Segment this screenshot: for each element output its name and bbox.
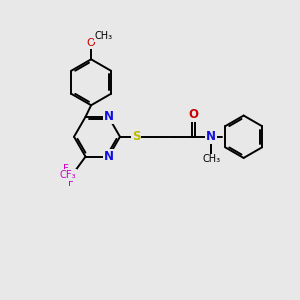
Text: F: F: [63, 164, 69, 174]
Text: O: O: [189, 109, 199, 122]
Text: F: F: [58, 173, 64, 183]
Text: S: S: [132, 130, 140, 143]
Text: O: O: [87, 38, 95, 48]
Text: N: N: [103, 150, 113, 163]
Text: CH₃: CH₃: [94, 31, 112, 41]
Text: N: N: [206, 130, 216, 143]
Text: CH₃: CH₃: [202, 154, 220, 164]
Text: CF₃: CF₃: [59, 170, 76, 180]
Text: F: F: [68, 178, 74, 188]
Text: N: N: [103, 110, 113, 123]
